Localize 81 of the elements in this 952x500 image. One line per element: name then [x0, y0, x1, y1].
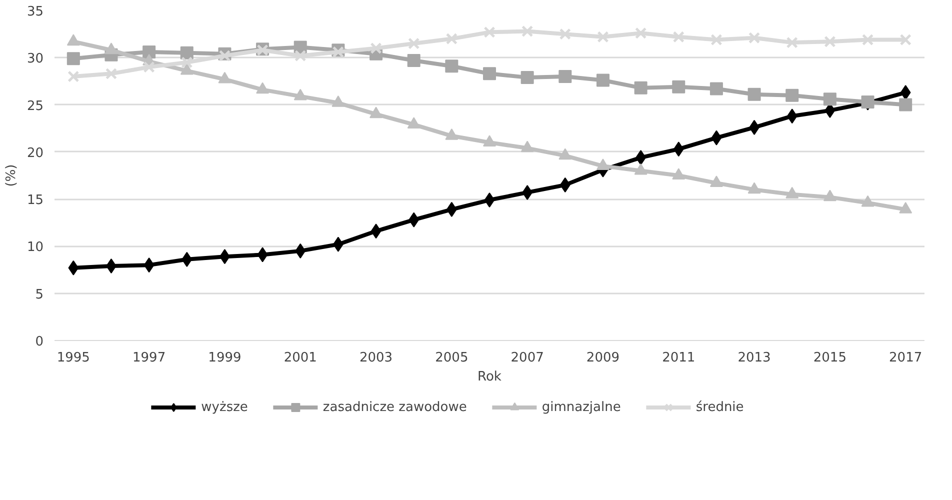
y-tick-label: 0 [35, 334, 44, 350]
y-tick-label: 25 [26, 98, 44, 114]
point [560, 177, 570, 192]
point [66, 52, 80, 66]
point [484, 192, 495, 208]
point [786, 36, 798, 48]
point [408, 212, 420, 228]
y-tick-label: 15 [26, 193, 44, 208]
x-tick-label: 1995 [56, 350, 90, 366]
point [218, 50, 231, 62]
point [596, 158, 610, 170]
point [332, 46, 344, 58]
x-tick-label: 2013 [738, 350, 771, 366]
point [823, 92, 836, 106]
point [295, 243, 306, 258]
point [558, 70, 572, 83]
point [559, 28, 571, 40]
y-tick-label: 10 [26, 240, 44, 256]
point [596, 74, 610, 87]
point [294, 50, 306, 62]
point [786, 108, 798, 124]
point [710, 34, 722, 46]
point [143, 61, 155, 73]
point [672, 31, 684, 43]
y-tick-label: 35 [26, 4, 44, 20]
point [748, 182, 761, 194]
point [68, 260, 79, 276]
point [862, 34, 874, 46]
y-tick-label: 20 [26, 146, 44, 161]
point [105, 68, 118, 80]
y-tick-label: 5 [35, 287, 44, 302]
point [711, 130, 722, 146]
x-tick-label: 2015 [813, 350, 846, 366]
legend-label: zasadnicze zawodowe [322, 400, 467, 414]
point [68, 70, 80, 82]
point [144, 258, 154, 273]
point [900, 85, 911, 100]
x-tick-label: 2001 [284, 350, 317, 366]
legend-label: gimnazjalne [542, 400, 621, 414]
x-tick-label: 2011 [662, 350, 696, 366]
point [142, 45, 156, 58]
point [634, 27, 647, 39]
x-tick-label: 2009 [586, 350, 620, 366]
point [824, 36, 836, 48]
point [445, 60, 458, 73]
point [521, 25, 534, 38]
point [180, 46, 194, 60]
point [483, 67, 496, 80]
point [484, 26, 496, 38]
point [786, 88, 799, 102]
y-axis-title: (%) [4, 164, 19, 187]
point [520, 70, 534, 84]
point [597, 31, 609, 43]
point [370, 42, 382, 54]
x-tick-label: 1997 [132, 350, 166, 366]
point [672, 80, 686, 94]
x-tick-label: 2017 [889, 350, 922, 366]
x-tick-label: 1999 [208, 350, 242, 366]
point [673, 142, 684, 157]
x-tick-label: 2003 [359, 350, 393, 366]
point [407, 117, 420, 129]
point [900, 34, 912, 46]
legend-label: średnie [696, 400, 744, 414]
y-tick-label: 30 [26, 52, 44, 67]
point [748, 88, 761, 101]
point [182, 252, 192, 267]
point [710, 176, 723, 188]
point [446, 32, 458, 45]
point [407, 54, 420, 67]
point [634, 81, 648, 94]
point [710, 82, 723, 96]
x-axis-title: Rok [478, 370, 502, 384]
point [899, 98, 912, 112]
point [408, 38, 420, 50]
point [370, 224, 382, 239]
point [181, 56, 193, 68]
legend-label: wyższe [201, 400, 248, 414]
point [257, 247, 268, 262]
x-tick-label: 2007 [510, 350, 544, 366]
point [748, 32, 760, 44]
x-tick-label: 2005 [435, 350, 468, 366]
